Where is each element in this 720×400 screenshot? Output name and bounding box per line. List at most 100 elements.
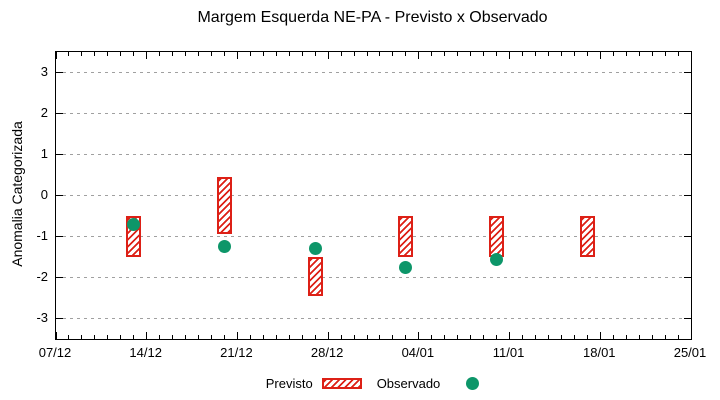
x-minor-tick-bottom [612,335,614,339]
y-tick-left [56,72,63,73]
y-axis-tick-label: 1 [40,145,48,161]
y-tick-left [56,236,63,237]
x-minor-tick-bottom [547,335,549,339]
y-tick-right [684,113,691,114]
y-gridline [56,72,691,73]
previsto-range-box [398,216,414,257]
legend: Previsto Observado [55,373,690,393]
x-minor-tick-bottom [120,335,122,339]
x-major-tick-top [236,52,238,59]
x-major-tick-top [327,52,329,59]
x-minor-tick-bottom [185,335,187,339]
x-minor-tick-bottom [107,335,109,339]
y-tick-right [684,72,691,73]
x-minor-tick-bottom [392,335,394,339]
y-tick-right [684,195,691,196]
x-minor-tick-top [392,52,394,56]
x-minor-tick-top [586,52,588,56]
x-minor-tick-bottom [68,335,70,339]
y-tick-right [684,154,691,155]
x-major-tick-bottom [690,332,692,339]
legend-observado-label: Observado [376,375,441,391]
y-axis-tick-label: -2 [36,268,48,284]
legend-previsto-label: Previsto [265,375,313,391]
x-minor-tick-top [340,52,342,56]
x-major-tick-top [599,52,601,59]
x-minor-tick-top [547,52,549,56]
x-minor-tick-bottom [522,335,524,339]
x-minor-tick-top [288,52,290,56]
x-minor-tick-bottom [405,335,407,339]
x-minor-tick-top [496,52,498,56]
x-minor-tick-bottom [223,335,225,339]
x-minor-tick-top [68,52,70,56]
x-minor-tick-top [366,52,368,56]
x-axis-tick-label: 28/12 [310,345,344,360]
y-gridline [56,195,691,196]
x-minor-tick-top [651,52,653,56]
x-minor-tick-bottom [94,335,96,339]
x-minor-tick-top [470,52,472,56]
y-tick-right [684,236,691,237]
x-axis-tick-label: 14/12 [129,345,162,360]
x-minor-tick-top [405,52,407,56]
x-major-tick-bottom [509,332,511,339]
x-minor-tick-top [638,52,640,56]
y-tick-left [56,113,63,114]
observado-dot [399,260,413,274]
x-minor-tick-bottom [651,335,653,339]
x-minor-tick-bottom [353,335,355,339]
x-minor-tick-top [133,52,135,56]
x-axis-tick-label: 18/01 [583,345,616,360]
x-minor-tick-bottom [444,335,446,339]
x-axis-tick-label: 25/01 [673,345,707,360]
x-minor-tick-top [379,52,381,56]
x-minor-tick-bottom [249,335,251,339]
observado-dot [217,240,231,254]
x-minor-tick-top [107,52,109,56]
x-minor-tick-top [198,52,200,56]
x-minor-tick-top [159,52,161,56]
x-minor-tick-top [625,52,627,56]
previsto-range-box [307,257,323,296]
x-minor-tick-top [249,52,251,56]
x-minor-tick-top [314,52,316,56]
y-tick-left [56,277,63,278]
legend-previsto-swatch [321,377,362,389]
x-minor-tick-top [211,52,212,56]
x-minor-tick-top [120,52,122,56]
x-minor-tick-bottom [483,335,485,339]
y-gridline [56,154,691,155]
x-minor-tick-top [573,52,575,56]
y-gridline [56,277,691,278]
x-minor-tick-top [431,52,433,56]
x-minor-tick-bottom [314,335,316,339]
x-minor-tick-top [534,52,536,56]
x-minor-tick-bottom [573,335,575,339]
previsto-range-box [579,216,595,257]
x-minor-tick-top [677,52,679,56]
plot-area [55,51,692,340]
x-minor-tick-top [94,52,96,56]
x-minor-tick-bottom [133,335,135,339]
x-minor-tick-top [612,52,614,56]
x-minor-tick-bottom [470,335,472,339]
y-axis-tick-label: 0 [40,186,48,202]
x-minor-tick-top [81,52,83,56]
x-major-tick-bottom [55,332,57,339]
x-minor-tick-bottom [586,335,588,339]
x-minor-tick-bottom [340,335,342,339]
x-minor-tick-bottom [301,335,303,339]
observado-dot [490,252,504,266]
y-gridline [56,318,691,319]
x-major-tick-top [55,52,57,59]
x-minor-tick-bottom [664,335,666,339]
chart-title: Margem Esquerda NE-PA - Previsto x Obser… [197,9,548,26]
y-tick-left [56,318,63,319]
x-axis-tick-label: 07/12 [38,345,72,360]
x-minor-tick-top [172,52,174,56]
x-minor-tick-bottom [625,335,627,339]
x-minor-tick-top [457,52,459,56]
y-axis-tick-label: 2 [40,104,48,120]
x-major-tick-bottom [418,332,420,339]
